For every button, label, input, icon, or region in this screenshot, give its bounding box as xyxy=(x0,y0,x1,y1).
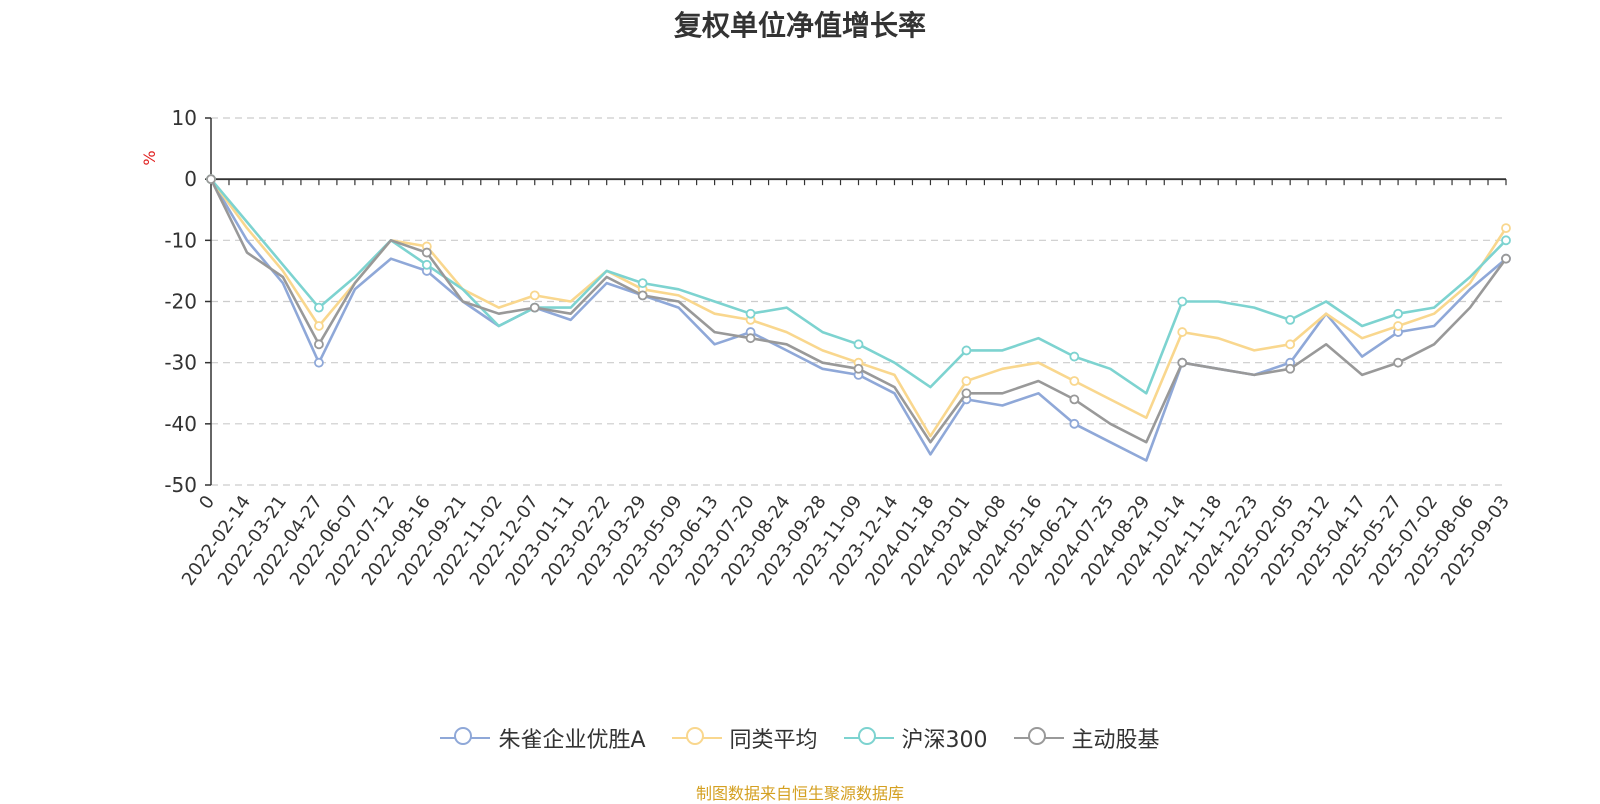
series-point xyxy=(853,363,864,374)
series-point xyxy=(1177,327,1188,337)
series-point xyxy=(1393,321,1403,331)
x-tick-label: 0 xyxy=(195,492,219,513)
series-point xyxy=(206,174,216,185)
series-point xyxy=(1069,351,1080,362)
legend-symbol xyxy=(671,726,722,750)
series-point xyxy=(961,345,972,356)
series-point xyxy=(314,357,324,368)
legend-label: 朱雀企业优胜A xyxy=(498,728,646,753)
series-point xyxy=(529,302,540,313)
series-point xyxy=(637,290,648,301)
series-point xyxy=(1069,376,1080,386)
series-point xyxy=(314,302,324,313)
series-point xyxy=(1501,235,1511,246)
legend-item-zhuque[interactable]: 朱雀企业优胜A xyxy=(440,722,646,754)
series-point xyxy=(314,339,324,350)
y-tick-label: -30 xyxy=(164,351,197,375)
legend-item-csi300[interactable]: 沪深300 xyxy=(843,722,988,754)
y-tick-label: -20 xyxy=(164,290,197,314)
series-point xyxy=(1177,296,1188,307)
series-point xyxy=(961,388,972,399)
series-point xyxy=(745,308,756,319)
series-point xyxy=(1177,357,1188,368)
series-point xyxy=(1285,314,1296,325)
series-point xyxy=(1393,357,1403,368)
y-tick-label: -40 xyxy=(164,412,197,436)
series-line xyxy=(209,177,1508,462)
chart-title: 复权单位净值增长率 xyxy=(673,9,926,42)
series-point xyxy=(1285,339,1296,350)
series-point xyxy=(1285,363,1296,374)
legend-item-active-equity[interactable]: 主动股基 xyxy=(1013,722,1160,754)
series-line xyxy=(209,177,1508,444)
series-point xyxy=(1501,253,1511,264)
series-point xyxy=(853,339,864,350)
legend-item-peer-average[interactable]: 同类平均 xyxy=(671,722,818,754)
series-point xyxy=(1069,418,1080,429)
series-point xyxy=(1501,223,1511,234)
legend: 朱雀企业优胜A 同类平均 沪深300 主动股基 xyxy=(0,722,1600,754)
legend-symbol xyxy=(1013,726,1064,750)
legend-label: 同类平均 xyxy=(729,728,818,753)
y-axis-label: % xyxy=(140,150,159,165)
series-point xyxy=(961,376,972,386)
series-point xyxy=(637,278,648,289)
series-point xyxy=(745,333,756,344)
legend-symbol xyxy=(440,726,491,750)
series-point xyxy=(421,247,432,258)
legend-symbol xyxy=(843,726,894,750)
legend-label: 沪深300 xyxy=(901,728,988,753)
series-point xyxy=(421,259,432,270)
y-tick-label: 0 xyxy=(184,167,197,191)
series-point xyxy=(1069,394,1080,405)
y-tick-label: -50 xyxy=(164,473,197,497)
y-tick-label: 10 xyxy=(172,106,197,130)
source-note: 制图数据来自恒生聚源数据库 xyxy=(695,784,904,803)
series-point xyxy=(529,290,540,301)
series-point xyxy=(1393,308,1403,319)
legend-label: 主动股基 xyxy=(1071,728,1160,753)
y-tick-label: -10 xyxy=(164,228,197,252)
series-point xyxy=(314,321,324,331)
